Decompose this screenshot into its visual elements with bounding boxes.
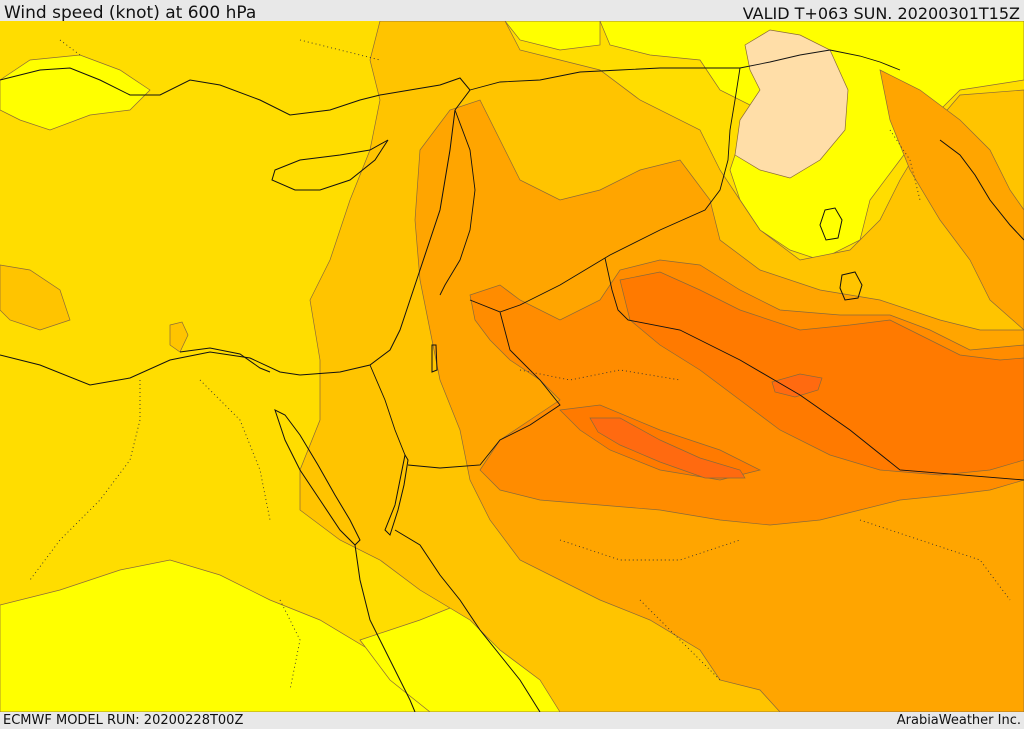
internal-boundaries-east	[519, 369, 1011, 681]
gulf-of-suez	[274, 409, 361, 546]
map-canvas[interactable]	[0, 21, 1024, 712]
syria-iraq-border	[499, 67, 741, 313]
cyprus-coastline	[271, 139, 389, 191]
yellow-region-north-2	[504, 21, 601, 51]
amber-region-west	[0, 264, 71, 331]
footer-bar: ECMWF MODEL RUN: 20200228T00Z ArabiaWeat…	[0, 712, 1024, 729]
map-title: Wind speed (knot) at 600 hPa	[4, 3, 257, 23]
egypt-coastline	[0, 351, 301, 386]
amber-patch-sea	[169, 321, 189, 353]
lake-iraq	[819, 207, 843, 241]
yellow-region-west-sea	[0, 54, 151, 131]
red-sea-west-coast	[354, 544, 416, 712]
internal-boundaries-west	[29, 379, 301, 691]
yellow-region-southwest	[0, 559, 441, 712]
model-run-label: ECMWF MODEL RUN: 20200228T00Z	[3, 713, 244, 728]
turkey-coastline	[0, 67, 471, 116]
levant-coastline	[299, 109, 456, 376]
pale-region	[734, 29, 849, 179]
lebanon-syria-border	[439, 109, 476, 296]
jordan-border	[407, 299, 561, 469]
red-orange-core-2	[771, 373, 823, 398]
iraq-iran-border	[799, 49, 901, 71]
red-orange-core-1	[589, 417, 746, 479]
red-sea-coast	[394, 529, 541, 712]
wind-speed-map[interactable]	[0, 21, 1024, 712]
gulf-of-aqaba	[384, 453, 409, 536]
valid-time-label: VALID T+063 SUN. 20200301T15Z	[742, 4, 1020, 23]
orange-dark-region	[619, 271, 1024, 476]
dead-sea	[431, 344, 438, 373]
turkey-syria-border	[469, 54, 801, 91]
header-bar: Wind speed (knot) at 600 hPa VALID T+063…	[0, 0, 1024, 23]
east-coastline	[939, 139, 1024, 241]
internal-boundaries-north	[59, 39, 921, 201]
lake-iraq-2	[839, 271, 863, 301]
orange-light-east-strip	[879, 69, 1024, 331]
egypt-israel-border	[369, 364, 406, 456]
credit-label: ArabiaWeather Inc.	[896, 713, 1021, 728]
nile-delta	[179, 347, 271, 373]
jordan-saudi-border	[604, 257, 1024, 481]
